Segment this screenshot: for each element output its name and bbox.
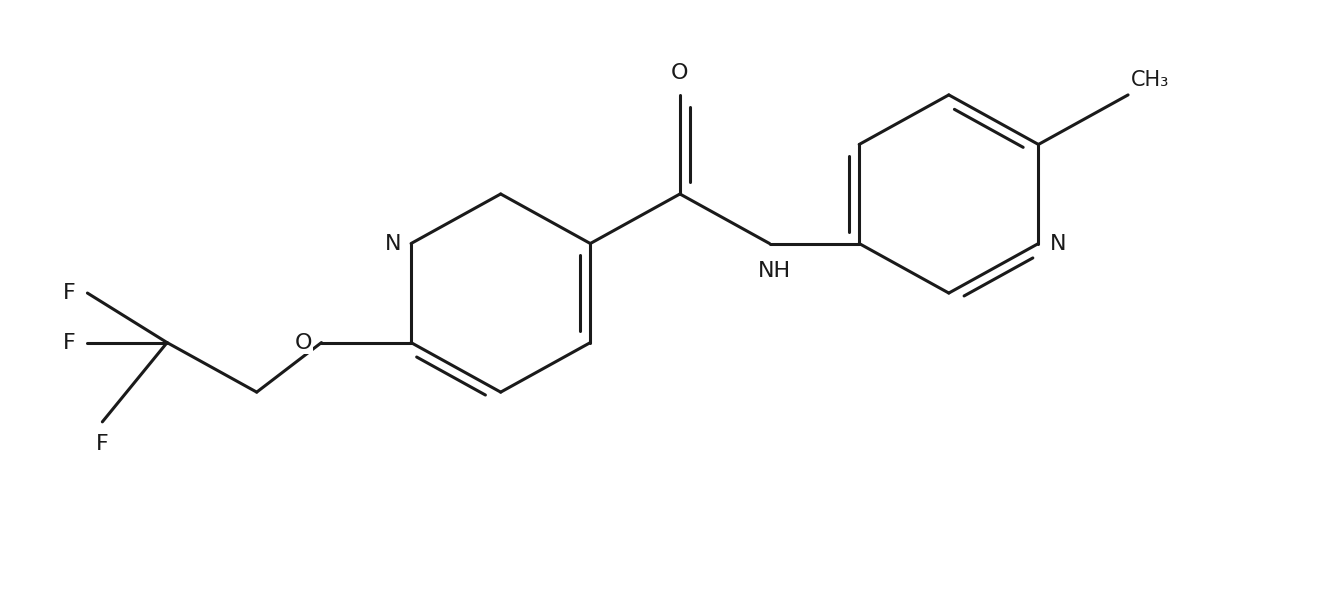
Text: NH: NH bbox=[758, 261, 791, 281]
Text: N: N bbox=[1051, 234, 1067, 254]
Text: F: F bbox=[96, 434, 109, 454]
Text: O: O bbox=[295, 332, 313, 353]
Text: F: F bbox=[63, 283, 76, 303]
Text: CH₃: CH₃ bbox=[1130, 70, 1169, 90]
Text: N: N bbox=[384, 234, 402, 254]
Text: O: O bbox=[672, 63, 689, 83]
Text: F: F bbox=[63, 332, 76, 353]
